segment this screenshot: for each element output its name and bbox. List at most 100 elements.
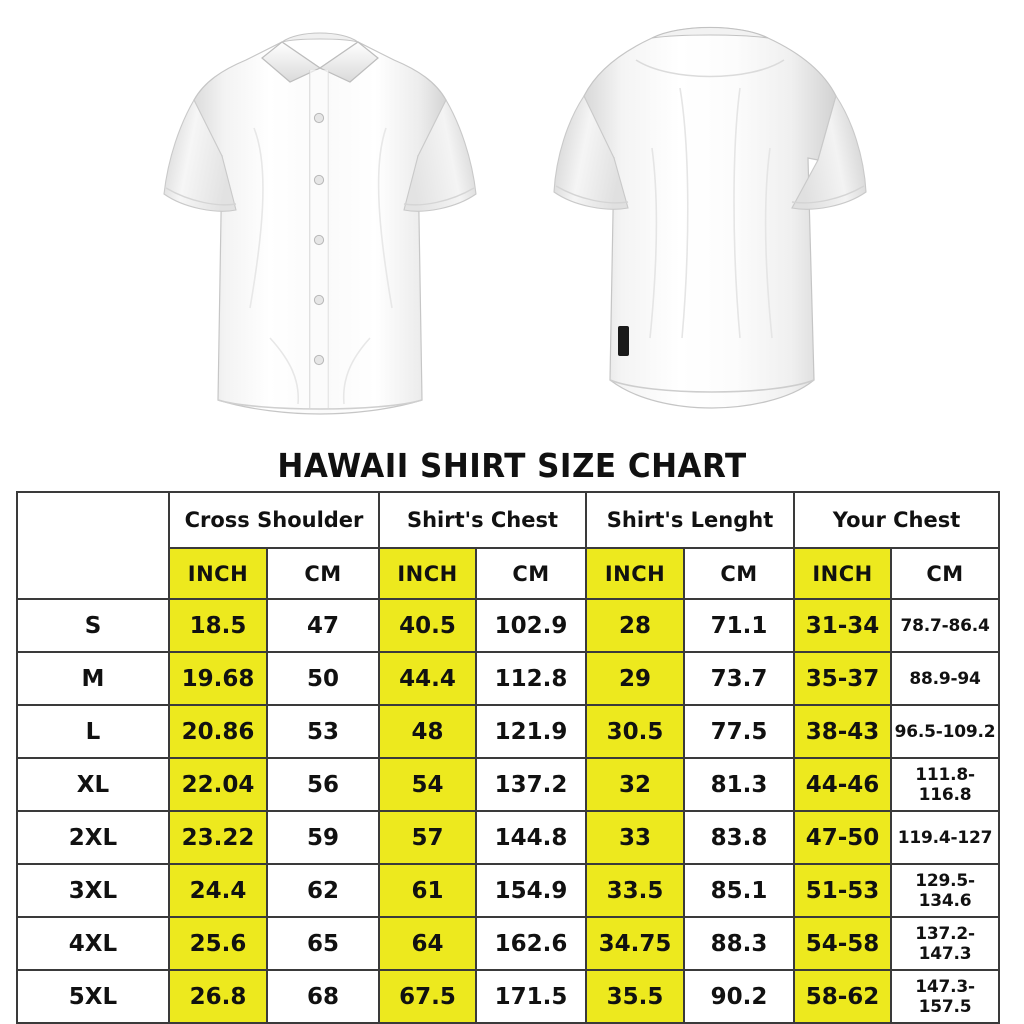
- cell-your-chest-inch: 31-34: [793, 598, 893, 653]
- cell-your-chest-inch: 35-37: [793, 651, 893, 706]
- size-label-5xl: 5XL: [16, 969, 170, 1024]
- size-label-4xl: 4XL: [16, 916, 170, 971]
- cell-shirts-lenght-inch: 33.5: [585, 863, 686, 918]
- group-header-shirts-chest: Shirt's Chest: [378, 491, 588, 549]
- cell-shirts-chest-inch: 54: [378, 757, 478, 812]
- header-corner-cell: [16, 491, 170, 600]
- cell-shirts-chest-inch: 40.5: [378, 598, 478, 653]
- cell-cross-shoulder-inch: 22.04: [168, 757, 268, 812]
- cell-shirts-chest-cm: 112.8: [475, 651, 588, 706]
- unit-header-shirts-lenght-cm: CM: [683, 547, 796, 600]
- unit-header-cross-shoulder-inch: INCH: [168, 547, 268, 600]
- cell-shirts-lenght-inch: 30.5: [585, 704, 686, 759]
- cell-cross-shoulder-cm: 53: [265, 704, 381, 759]
- table-group-header-row: Cross Shoulder Shirt's Chest Shirt's Len…: [16, 491, 1001, 600]
- cell-shirts-lenght-cm: 73.7: [683, 651, 796, 706]
- cell-shirts-chest-cm: 137.2: [475, 757, 588, 812]
- cell-cross-shoulder-cm: 50: [265, 651, 381, 706]
- cell-shirts-lenght-cm: 83.8: [683, 810, 796, 865]
- cell-cross-shoulder-inch: 19.68: [168, 651, 268, 706]
- size-label-3xl: 3XL: [16, 863, 170, 918]
- cell-cross-shoulder-inch: 24.4: [168, 863, 268, 918]
- table-row: M 19.68 50 44.4 112.8 29 73.7 35-37 88.9-94: [16, 651, 1001, 706]
- group-header-your-chest: Your Chest: [793, 491, 1001, 549]
- cell-your-chest-cm: 137.2-147.3: [890, 916, 1001, 971]
- unit-header-your-chest-cm: CM: [890, 547, 1001, 600]
- cell-your-chest-cm: 111.8-116.8: [890, 757, 1001, 812]
- group-header-cross-shoulder: Cross Shoulder: [167, 491, 381, 549]
- unit-header-shirts-lenght-inch: INCH: [585, 547, 686, 600]
- cell-shirts-lenght-cm: 88.3: [683, 916, 796, 971]
- cell-cross-shoulder-cm: 65: [265, 916, 381, 971]
- cell-shirts-lenght-inch: 35.5: [585, 969, 686, 1024]
- cell-shirts-lenght-cm: 71.1: [683, 598, 796, 653]
- cell-your-chest-inch: 38-43: [793, 704, 893, 759]
- size-label-s: S: [16, 598, 170, 653]
- cell-shirts-lenght-cm: 85.1: [683, 863, 796, 918]
- cell-your-chest-cm: 147.3-157.5: [890, 969, 1001, 1024]
- cell-your-chest-cm: 78.7-86.4: [890, 598, 1001, 653]
- cell-shirts-chest-cm: 154.9: [475, 863, 588, 918]
- cell-shirts-lenght-inch: 29: [585, 651, 686, 706]
- unit-header-your-chest-inch: INCH: [793, 547, 893, 600]
- cell-cross-shoulder-cm: 47: [265, 598, 381, 653]
- cell-shirts-lenght-inch: 33: [585, 810, 686, 865]
- cell-cross-shoulder-cm: 59: [265, 810, 381, 865]
- size-chart-table-body: S 18.5 47 40.5 102.9 28 71.1 31-34 78.7-86.4 M 19.…: [16, 598, 1001, 1024]
- cell-your-chest-inch: 54-58: [793, 916, 893, 971]
- table-unit-header-row: INCH CM INCH CM INCH CM INCH CM: [17, 547, 1001, 600]
- size-label-m: M: [16, 651, 170, 706]
- table-row: 3XL 24.4 62 61 154.9 33.5 85.1 51-53 129.5-134.6: [16, 863, 1001, 918]
- cell-shirts-lenght-inch: 28: [585, 598, 686, 653]
- cell-shirts-chest-inch: 48: [378, 704, 478, 759]
- size-chart-table: Cross Shoulder Shirt's Chest Shirt's Len…: [16, 491, 1001, 1024]
- cell-shirts-chest-inch: 67.5: [378, 969, 478, 1024]
- cell-cross-shoulder-inch: 23.22: [168, 810, 268, 865]
- cell-your-chest-cm: 119.4-127: [890, 810, 1001, 865]
- cell-cross-shoulder-inch: 26.8: [168, 969, 268, 1024]
- table-row: 5XL 26.8 68 67.5 171.5 35.5 90.2 58-62 147.3-157…: [16, 969, 1001, 1024]
- brand-tag: [618, 326, 629, 356]
- table-row: S 18.5 47 40.5 102.9 28 71.1 31-34 78.7-86.4: [16, 598, 1001, 653]
- shirt-front-image: [150, 8, 490, 428]
- unit-header-cross-shoulder-cm: CM: [265, 547, 381, 600]
- cell-cross-shoulder-inch: 25.6: [168, 916, 268, 971]
- cell-your-chest-inch: 58-62: [793, 969, 893, 1024]
- cell-cross-shoulder-inch: 18.5: [168, 598, 268, 653]
- cell-your-chest-cm: 96.5-109.2: [890, 704, 1001, 759]
- cell-cross-shoulder-cm: 62: [265, 863, 381, 918]
- size-label-2xl: 2XL: [16, 810, 170, 865]
- table-row: L 20.86 53 48 121.9 30.5 77.5 38-43 96.5-109.2: [16, 704, 1001, 759]
- cell-cross-shoulder-inch: 20.86: [168, 704, 268, 759]
- cell-shirts-chest-cm: 121.9: [475, 704, 588, 759]
- table-row: 2XL 23.22 59 57 144.8 33 83.8 47-50 119.4-127: [16, 810, 1001, 865]
- table-row: XL 22.04 56 54 137.2 32 81.3 44-46 111.8-116.8: [16, 757, 1001, 812]
- cell-shirts-chest-cm: 144.8: [475, 810, 588, 865]
- cell-shirts-chest-inch: 61: [378, 863, 478, 918]
- cell-shirts-chest-cm: 102.9: [475, 598, 588, 653]
- cell-shirts-lenght-inch: 32: [585, 757, 686, 812]
- size-label-l: L: [16, 704, 170, 759]
- table-row: 4XL 25.6 65 64 162.6 34.75 88.3 54-58 137.2-147.…: [16, 916, 1001, 971]
- page-title: HAWAII SHIRT SIZE CHART: [277, 446, 747, 485]
- shirt-back-image: [540, 8, 880, 428]
- cell-shirts-chest-cm: 162.6: [475, 916, 588, 971]
- cell-shirts-chest-inch: 44.4: [378, 651, 478, 706]
- size-chart-table-container: Cross Shoulder Shirt's Chest Shirt's Len…: [16, 491, 1001, 1024]
- group-header-shirts-lenght: Shirt's Lenght: [585, 491, 796, 549]
- cell-shirts-lenght-cm: 90.2: [683, 969, 796, 1024]
- cell-your-chest-inch: 44-46: [793, 757, 893, 812]
- cell-your-chest-cm: 88.9-94: [890, 651, 1001, 706]
- cell-cross-shoulder-cm: 56: [265, 757, 381, 812]
- cell-shirts-lenght-cm: 81.3: [683, 757, 796, 812]
- product-image-area: [0, 0, 1024, 446]
- cell-shirts-lenght-inch: 34.75: [585, 916, 686, 971]
- cell-your-chest-inch: 47-50: [793, 810, 893, 865]
- cell-your-chest-inch: 51-53: [793, 863, 893, 918]
- size-label-xl: XL: [16, 757, 170, 812]
- cell-shirts-chest-cm: 171.5: [475, 969, 588, 1024]
- unit-header-shirts-chest-cm: CM: [475, 547, 588, 600]
- cell-your-chest-cm: 129.5-134.6: [890, 863, 1001, 918]
- cell-shirts-lenght-cm: 77.5: [683, 704, 796, 759]
- cell-shirts-chest-inch: 57: [378, 810, 478, 865]
